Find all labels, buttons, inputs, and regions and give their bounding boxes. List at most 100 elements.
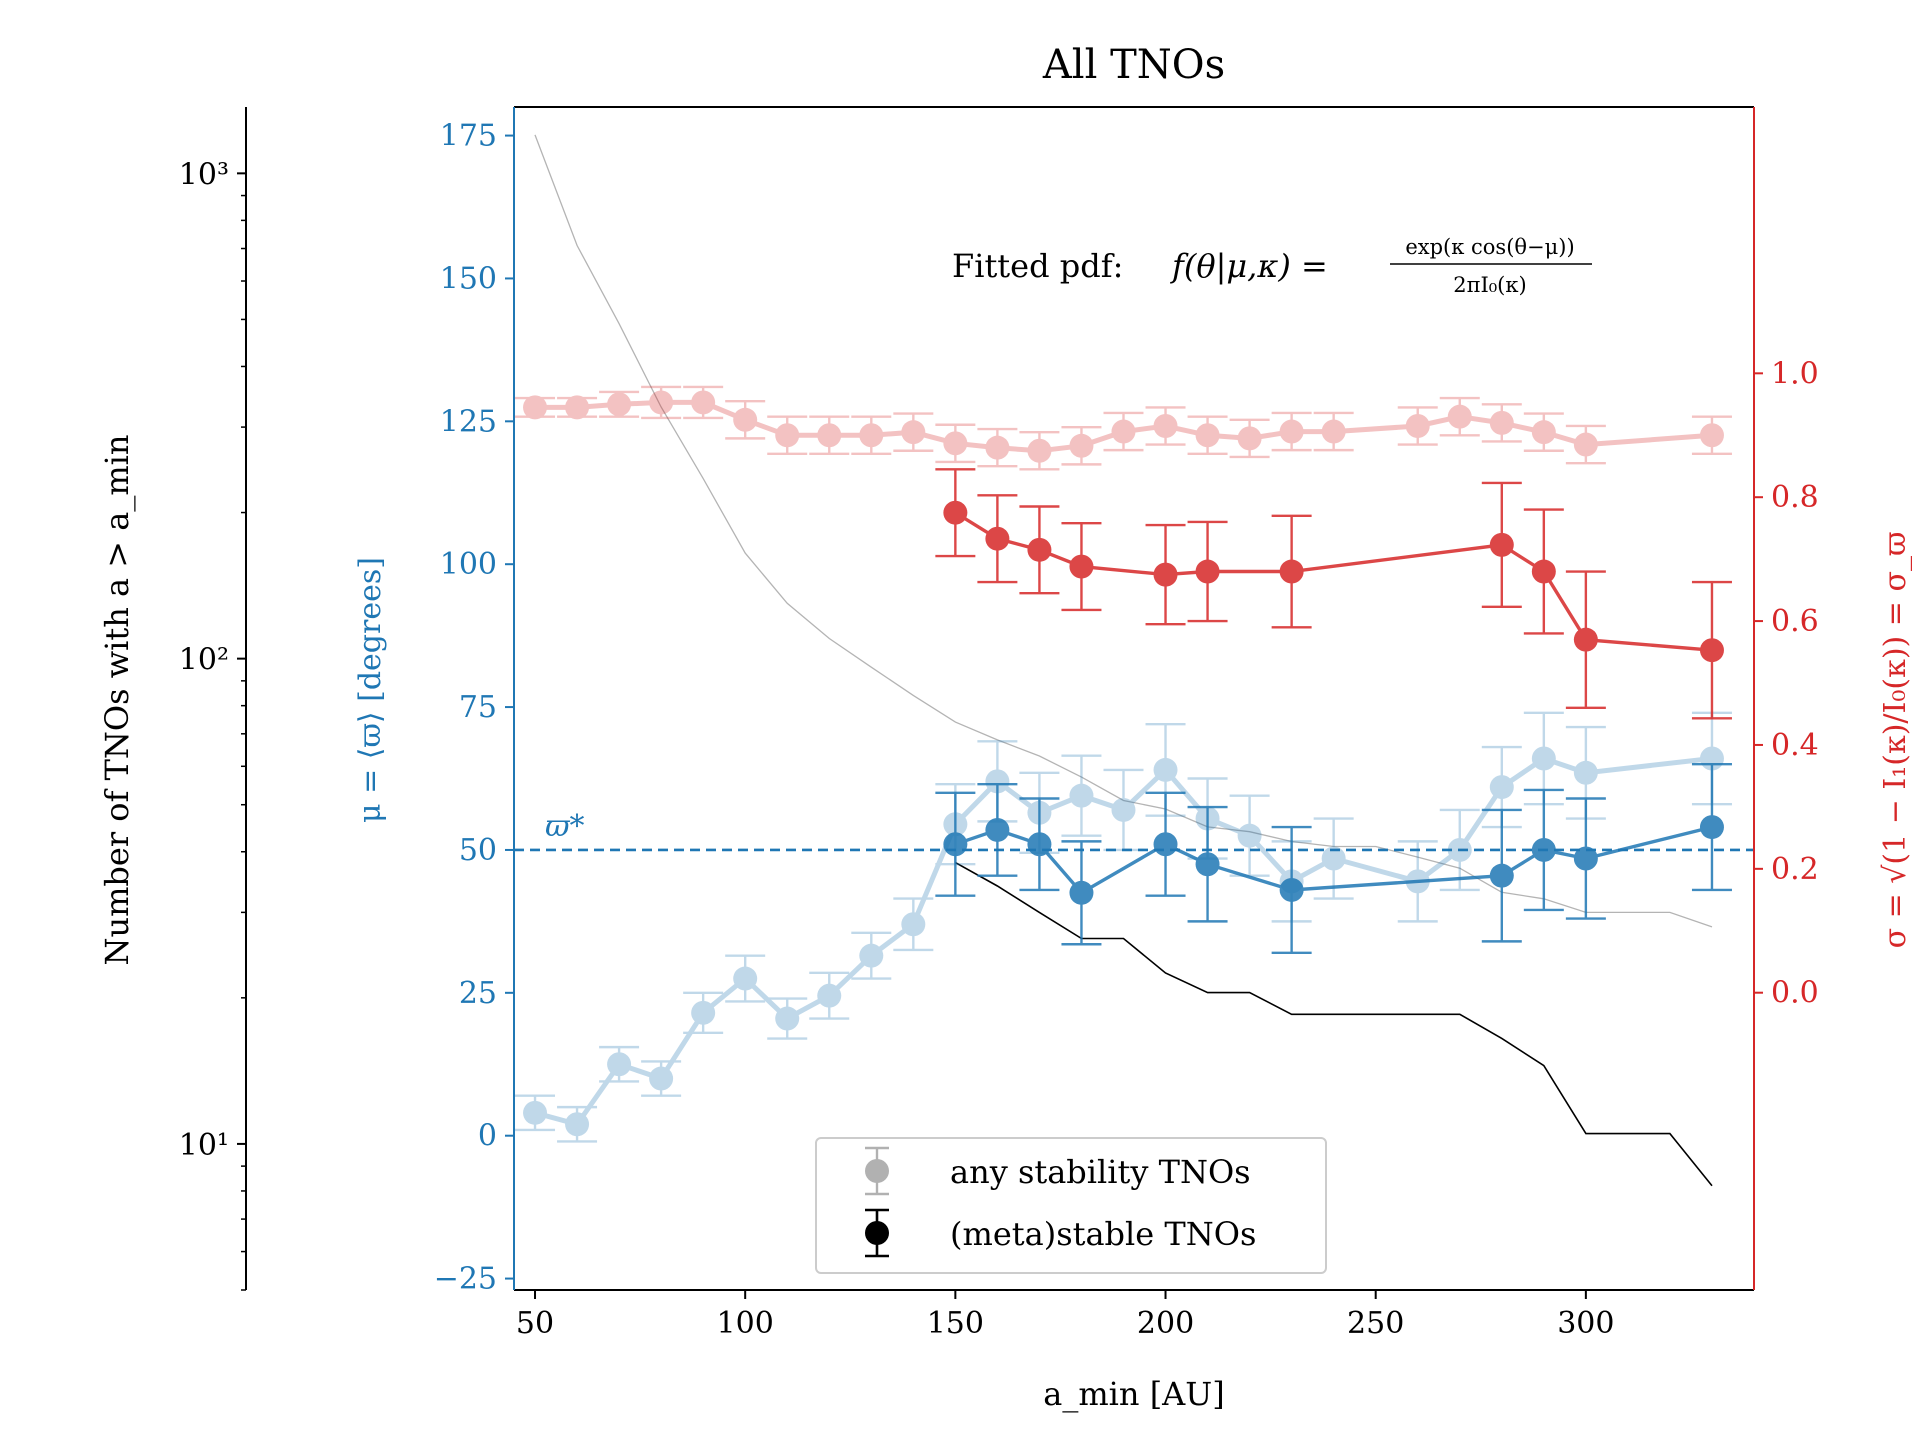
data-point — [607, 1052, 632, 1077]
left-tick-label: 50 — [459, 833, 497, 868]
data-point — [1069, 433, 1094, 458]
count-tick-label: 10³ — [179, 157, 229, 192]
left-tick-label: 175 — [440, 119, 497, 154]
data-point — [1069, 554, 1094, 579]
legend-marker-faded — [865, 1146, 889, 1196]
data-point — [943, 431, 968, 456]
data-point — [1573, 846, 1598, 871]
data-point — [1027, 537, 1052, 562]
data-point — [775, 423, 800, 448]
data-point — [1027, 438, 1052, 463]
data-point — [1531, 837, 1556, 862]
legend-label-any: any stability TNOs — [950, 1153, 1251, 1191]
data-point — [985, 769, 1010, 794]
data-point — [943, 832, 968, 857]
data-point — [649, 390, 674, 415]
data-point — [1321, 846, 1346, 871]
data-point — [1153, 562, 1178, 587]
data-point — [1489, 863, 1514, 888]
x-tick-label: 250 — [1347, 1306, 1404, 1341]
data-point — [817, 423, 842, 448]
series-1 — [935, 763, 1732, 955]
data-point — [1321, 419, 1346, 444]
series-3 — [935, 468, 1732, 720]
right-axis-label: σ = √(1 − I₁(κ)/I₀(κ)) = σ_ϖ — [1878, 532, 1913, 949]
count-line-any — [534, 134, 1713, 928]
count-tick-label: 10¹ — [179, 1128, 229, 1163]
legend-marker-solid — [865, 1208, 889, 1258]
data-point — [1111, 419, 1136, 444]
data-point — [1069, 783, 1094, 808]
right-tick-label: 1.0 — [1771, 356, 1819, 391]
right-tick-label: 0.4 — [1771, 728, 1819, 763]
right-tick-label: 0.8 — [1771, 480, 1819, 515]
count-tick-label: 10² — [179, 643, 229, 678]
data-point — [859, 943, 884, 968]
data-point — [523, 395, 548, 420]
data-point — [985, 817, 1010, 842]
right-tick-label: 0.6 — [1771, 604, 1819, 639]
x-axis-label: a_min [AU] — [1043, 1375, 1224, 1413]
data-point — [1447, 837, 1472, 862]
left-tick-label: 100 — [440, 547, 497, 582]
data-point — [1069, 880, 1094, 905]
data-point — [1489, 532, 1514, 557]
series-line — [954, 511, 1713, 652]
right-tick-label: 0.2 — [1771, 852, 1819, 887]
x-tick-label: 50 — [516, 1306, 554, 1341]
chart-title: All TNOs — [1042, 42, 1225, 88]
data-point — [1279, 877, 1304, 902]
fitted-pdf-annotation: Fitted pdf: f(θ|μ,κ) = exp(κ cos(θ−μ)) 2… — [952, 235, 1592, 297]
data-point — [1153, 832, 1178, 857]
data-point — [775, 1006, 800, 1031]
data-point — [943, 500, 968, 525]
series-line — [535, 399, 1713, 454]
data-point — [1195, 423, 1220, 448]
data-point — [1447, 404, 1472, 429]
data-point — [1573, 760, 1598, 785]
legend: any stability TNOs (meta)stable TNOs — [815, 1137, 1327, 1274]
data-point — [1237, 823, 1262, 848]
plot-area: ϖ* — [514, 134, 1754, 1187]
data-point — [1699, 815, 1724, 840]
annotation-denominator: 2πI₀(κ) — [1453, 273, 1526, 297]
data-point — [649, 1066, 674, 1091]
x-tick-label: 200 — [1137, 1306, 1194, 1341]
data-point — [1279, 559, 1304, 584]
data-point — [1153, 413, 1178, 438]
data-point — [565, 1112, 590, 1137]
data-point — [985, 526, 1010, 551]
x-tick-label: 300 — [1557, 1306, 1614, 1341]
data-point — [1699, 638, 1724, 663]
data-point — [1111, 797, 1136, 822]
data-point — [733, 966, 758, 991]
count-axis: 10¹ 10² 10³ — [179, 107, 247, 1291]
count-axis-label: Number of TNOs with a > a_min — [98, 434, 136, 965]
data-point — [523, 1100, 548, 1125]
left-tick-label: −25 — [434, 1262, 497, 1297]
left-axis-label: μ = ⟨ϖ⟩ [degrees] — [353, 557, 388, 823]
series-2 — [515, 385, 1732, 471]
data-point — [733, 407, 758, 432]
data-point — [607, 392, 632, 417]
data-point — [1531, 420, 1556, 445]
data-point — [817, 983, 842, 1008]
data-point — [1489, 775, 1514, 800]
left-tick-label: 0 — [478, 1119, 497, 1154]
data-point — [1573, 432, 1598, 457]
annotation-lhs: f(θ|μ,κ) = — [1170, 247, 1328, 285]
reference-line-label: ϖ* — [545, 809, 584, 844]
data-point — [1279, 419, 1304, 444]
annotation-numerator: exp(κ cos(θ−μ)) — [1405, 235, 1574, 259]
data-point — [1531, 559, 1556, 584]
data-point — [1237, 426, 1262, 451]
legend-box — [815, 1137, 1327, 1274]
x-tick-label: 150 — [927, 1306, 984, 1341]
legend-label-stable: (meta)stable TNOs — [950, 1215, 1256, 1253]
data-point — [1699, 423, 1724, 448]
data-point — [1195, 559, 1220, 584]
left-tick-label: 75 — [459, 690, 497, 725]
annotation-prefix: Fitted pdf: — [952, 247, 1123, 285]
data-point — [691, 390, 716, 415]
data-point — [1489, 410, 1514, 435]
